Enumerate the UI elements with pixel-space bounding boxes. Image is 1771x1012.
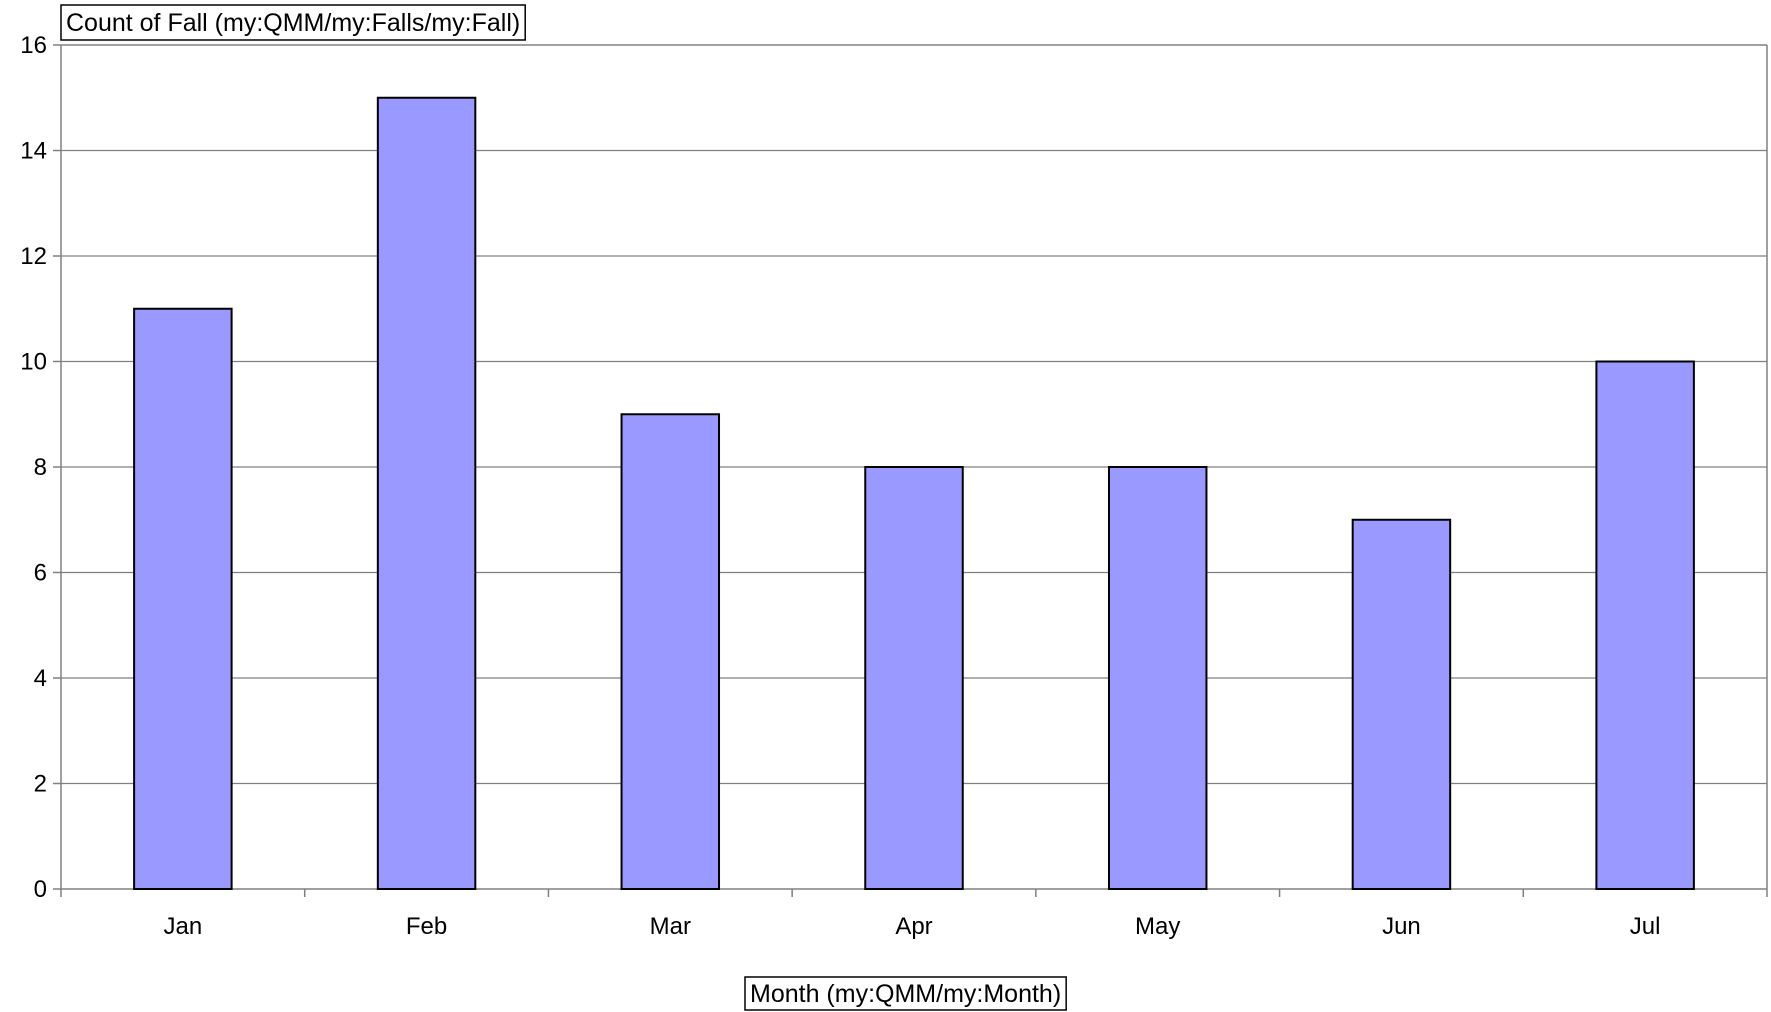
x-field-button[interactable]: Month (my:QMM/my:Month) [744, 976, 1067, 1011]
y-axis-label: Count of Fall (my:QMM/my:Falls/my:Fall) [66, 9, 520, 37]
x-tick-label: Feb [406, 913, 447, 940]
x-tick-label: Apr [895, 913, 932, 940]
y-tick-labels: 0 2 4 6 8 10 12 14 16 [20, 32, 47, 903]
x-tick-label: Jun [1382, 913, 1421, 940]
bar-jul[interactable] [1595, 360, 1695, 890]
y-tick-label: 16 [20, 32, 47, 59]
y-tick-label: 14 [20, 138, 47, 165]
x-tick-label: Mar [650, 913, 691, 940]
y-tick-label: 6 [34, 560, 47, 587]
y-tick-label: 8 [34, 454, 47, 481]
bar-jun[interactable] [1351, 518, 1452, 890]
bars [133, 96, 1695, 890]
y-tick-label: 0 [34, 876, 47, 903]
bar-jan[interactable] [133, 307, 233, 890]
bar-may[interactable] [1107, 466, 1208, 890]
x-tick-label: Jan [164, 913, 203, 940]
x-tick-label: May [1135, 913, 1180, 940]
y-tick-label: 2 [34, 771, 47, 798]
bar-mar[interactable] [620, 413, 721, 890]
y-tick-label: 4 [34, 665, 47, 692]
x-tick-label: Jul [1630, 913, 1661, 940]
x-tick-labels: Jan Feb Mar Apr May Jun Jul [164, 913, 1661, 940]
y-field-button[interactable]: Count of Fall (my:QMM/my:Falls/my:Fall) [60, 4, 526, 41]
x-axis-label: Month (my:QMM/my:Month) [750, 980, 1061, 1008]
bar-feb[interactable] [376, 96, 477, 890]
bar-apr[interactable] [864, 466, 964, 890]
y-tick-label: 10 [20, 349, 47, 376]
y-tick-label: 12 [20, 243, 47, 270]
